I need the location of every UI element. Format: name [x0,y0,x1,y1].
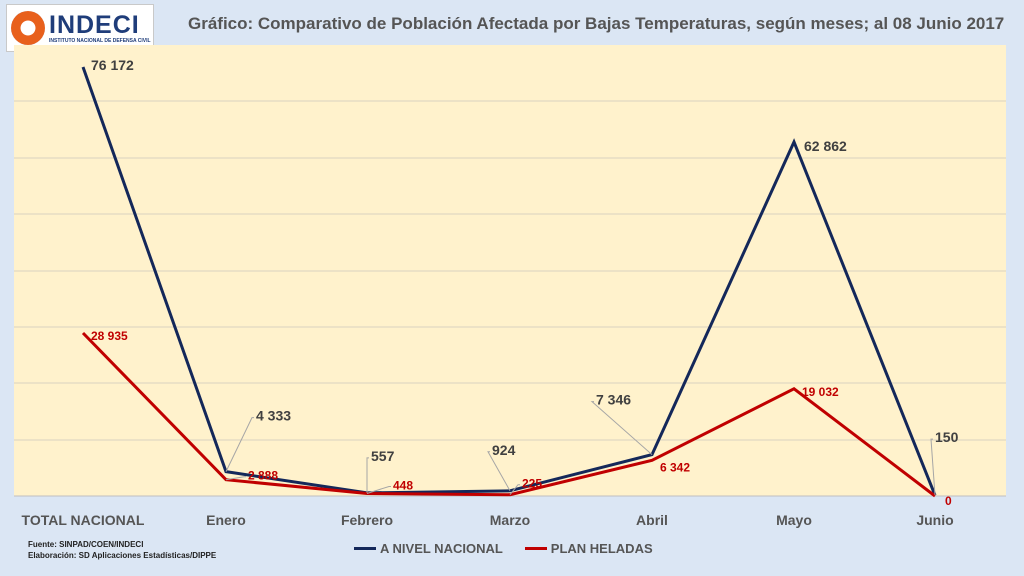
data-label-heladas: 6 342 [660,460,690,474]
data-label-heladas: 19 032 [802,385,839,399]
data-label-leader [366,485,391,494]
data-label-national: 4 333 [256,408,291,424]
data-label-national: 924 [492,442,516,458]
x-tick-label: Enero [206,512,246,528]
source-text: Fuente: SINPAD/COEN/INDECI [28,540,144,549]
chart-legend: A NIVEL NACIONAL PLAN HELADAS [354,541,675,556]
data-label-leader [225,417,254,472]
data-label-national: 76 172 [91,57,134,73]
elaboration-text: Elaboración: SD Aplicaciones Estadística… [28,551,217,560]
data-label-leader [509,484,520,496]
indeci-emblem-icon [11,11,45,45]
x-tick-label: TOTAL NACIONAL [22,512,145,528]
data-label-leader [366,457,369,493]
data-label-national: 557 [371,448,395,464]
series-line-national [81,66,937,496]
logo-subtitle: INSTITUTO NACIONAL DE DEFENSA CIVIL [49,37,151,44]
x-tick-label: Febrero [341,512,393,528]
indeci-logo: INDECI INSTITUTO NACIONAL DE DEFENSA CIV… [6,4,154,52]
chart-source: Fuente: SINPAD/COEN/INDECI Elaboración: … [28,539,216,561]
data-label-heladas: 225 [522,477,542,491]
legend-item-heladas: PLAN HELADAS [524,541,653,556]
data-label-heladas: 28 935 [91,329,128,343]
x-tick-label: Mayo [776,512,812,528]
data-label-leader [225,476,246,481]
data-label-leader [590,401,653,456]
x-tick-label: Marzo [490,512,530,528]
data-label-national: 150 [935,429,959,445]
logo-name: INDECI [49,10,140,39]
data-label-heladas: 0 [945,494,952,508]
x-tick-label: Junio [916,512,953,528]
data-label-leader [487,451,511,492]
legend-item-national: A NIVEL NACIONAL [354,541,503,556]
data-label-leader [930,438,936,496]
legend-swatch-heladas [524,547,547,550]
chart-title: Gráfico: Comparativo de Población Afecta… [188,14,1005,33]
legend-label-heladas: PLAN HELADAS [550,541,653,556]
x-tick-label: Abril [636,512,668,528]
legend-swatch-national [354,547,376,550]
data-label-national: 62 862 [804,138,847,154]
data-label-national: 7 346 [596,392,631,408]
legend-label-national: A NIVEL NACIONAL [380,541,503,556]
data-label-heladas: 2 888 [248,469,278,483]
data-label-heladas: 448 [393,478,413,492]
